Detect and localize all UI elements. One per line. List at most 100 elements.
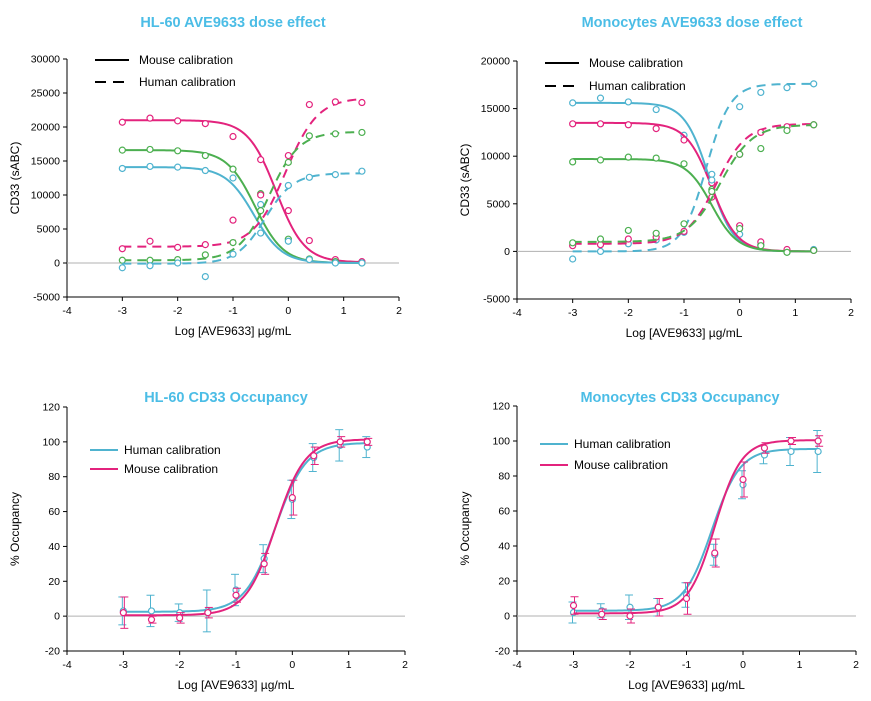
data-point [201, 119, 209, 128]
x-tick-label: -1 [228, 305, 237, 317]
data-point [146, 237, 154, 245]
x-tick-label: -3 [569, 659, 578, 671]
legend: Human calibration Mouse calibration [90, 443, 221, 476]
y-tick-label: 0 [504, 611, 510, 623]
fit-curve [572, 82, 814, 253]
series-green-solid [569, 153, 818, 256]
data-point [174, 243, 182, 251]
data-point [624, 98, 632, 106]
data-point [331, 130, 339, 138]
data-point [118, 164, 126, 173]
data-point [229, 132, 237, 141]
data-point [358, 259, 366, 267]
y-tick-label: 10000 [31, 190, 60, 202]
data-point [783, 248, 791, 256]
y-tick-label: 120 [492, 401, 510, 413]
data-point [229, 239, 237, 247]
data-point [598, 610, 606, 618]
data-point [787, 447, 795, 456]
data-point [310, 452, 318, 460]
fit-curve [123, 442, 368, 613]
data-point [358, 128, 366, 137]
x-tick-label: 1 [797, 659, 803, 671]
data-point [810, 121, 818, 129]
data-point [596, 235, 605, 243]
fit-curve [573, 439, 819, 615]
data-point [787, 437, 795, 445]
data-point [284, 237, 292, 245]
x-tick-label: -2 [173, 305, 182, 317]
y-tick-label: -20 [45, 646, 60, 658]
x-axis-label: Log [AVE9633] µg/mL [175, 324, 292, 338]
data-point [331, 259, 339, 267]
data-point [336, 438, 344, 446]
data-point [257, 200, 265, 209]
data-point [146, 162, 154, 171]
data-point [757, 88, 765, 97]
data-point [569, 99, 577, 107]
data-point [229, 165, 237, 173]
fit-curve [122, 119, 362, 263]
series-cyan-dashed [569, 80, 818, 263]
data-point [305, 100, 313, 109]
data-point [680, 136, 688, 144]
y-tick-label: 10000 [481, 151, 510, 163]
y-tick-label: 15000 [31, 156, 60, 168]
data-point [783, 84, 791, 92]
data-point [257, 156, 265, 164]
data-point [174, 259, 182, 267]
chart-title: Monocytes CD33 Occupancy [580, 390, 779, 406]
data-point [288, 494, 296, 502]
fit-curve [572, 158, 814, 253]
data-point [624, 235, 632, 243]
data-point [331, 171, 339, 179]
data-point [569, 239, 577, 247]
data-point [118, 245, 126, 253]
x-tick-label: -4 [512, 307, 521, 319]
x-tick-label: 0 [289, 659, 295, 671]
series-magenta-solid [569, 435, 824, 624]
data-point [174, 117, 182, 125]
chart-panel-2: Monocytes AVE9633 dose effect -4 -3 -2 -1 0 1 2… [458, 15, 854, 340]
legend-label: Mouse calibration [589, 56, 683, 70]
data-point [814, 437, 822, 445]
series-magenta-solid [569, 120, 818, 255]
y-tick-label: 0 [54, 611, 60, 623]
data-point [708, 170, 716, 178]
data-point [229, 216, 237, 224]
x-tick-label: 1 [341, 305, 347, 317]
data-point [569, 158, 577, 166]
data-point [201, 273, 209, 281]
data-point [783, 126, 791, 135]
x-tick-label: -2 [624, 307, 633, 319]
x-tick-label: -4 [512, 659, 521, 671]
x-tick-label: 0 [737, 307, 743, 319]
series-magenta-solid [119, 436, 373, 629]
fit-curve [572, 121, 814, 253]
data-point [680, 220, 688, 228]
legend: Mouse calibration Human calibration [545, 56, 686, 93]
data-point [146, 145, 154, 154]
data-point [596, 120, 605, 128]
x-tick-label: -3 [118, 305, 127, 317]
data-point [118, 264, 126, 272]
series-magenta-dashed [118, 98, 366, 253]
data-point [331, 98, 339, 106]
data-point [810, 246, 818, 255]
data-point [680, 160, 688, 168]
y-tick-label: 30000 [31, 54, 60, 66]
legend-label: Mouse calibration [139, 53, 233, 67]
data-point [711, 549, 719, 557]
data-point [201, 151, 209, 160]
data-point [739, 475, 747, 484]
data-point [118, 146, 126, 154]
fit-curve [122, 98, 363, 248]
chart-title: HL-60 AVE9633 dose effect [140, 15, 326, 31]
x-tick-label: -1 [679, 307, 688, 319]
data-point [757, 242, 765, 250]
x-tick-label: 1 [792, 307, 798, 319]
data-point [757, 144, 765, 153]
data-point [201, 166, 209, 175]
series-cyan-dashed [118, 167, 366, 281]
data-point [174, 147, 182, 155]
